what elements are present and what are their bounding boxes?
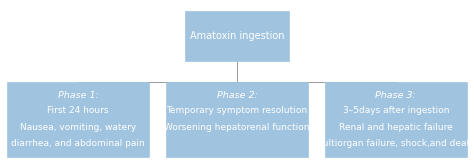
Text: Temporary symptom resolution: Temporary symptom resolution [166,106,308,115]
Text: Renal and hepatic failure: Renal and hepatic failure [339,123,453,132]
Text: Phase 2:: Phase 2: [217,91,257,100]
FancyBboxPatch shape [166,82,308,157]
Text: diarrhea, and abdominal pain: diarrhea, and abdominal pain [11,139,145,148]
Text: Phase 3:: Phase 3: [375,91,416,100]
Text: Amatoxin ingestion: Amatoxin ingestion [190,31,284,41]
Text: Nausea, vomiting, watery: Nausea, vomiting, watery [20,123,137,132]
FancyBboxPatch shape [325,82,467,157]
Text: 3–5days after ingestion: 3–5days after ingestion [343,106,449,115]
Text: First 24 hours: First 24 hours [47,106,109,115]
Text: Phase 1:: Phase 1: [58,91,99,100]
Text: Multiorgan failure, shock,and death: Multiorgan failure, shock,and death [315,139,474,148]
Text: Worsening hepatorenal function: Worsening hepatorenal function [164,123,310,132]
FancyBboxPatch shape [185,11,289,61]
FancyBboxPatch shape [7,82,149,157]
